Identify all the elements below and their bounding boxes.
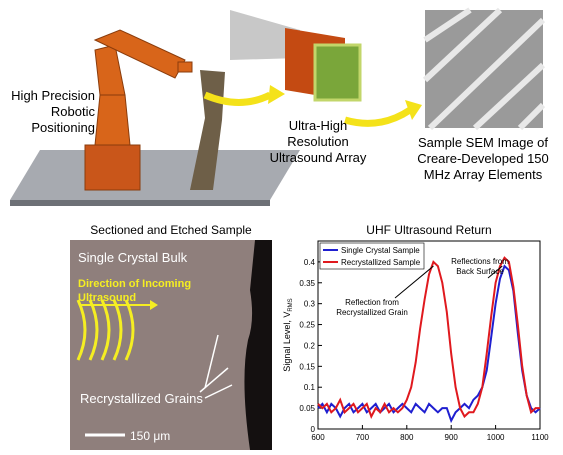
annotation-arrow bbox=[394, 265, 434, 299]
annotation: Reflections from bbox=[451, 257, 509, 266]
robot-label: Robotic bbox=[51, 104, 96, 119]
sem-stripes bbox=[422, 7, 546, 131]
grains-label: Recrystallized Grains bbox=[80, 391, 203, 406]
arrow-head bbox=[268, 85, 285, 104]
scale-label: 150 μm bbox=[130, 429, 170, 443]
arrow-head bbox=[405, 100, 422, 120]
arrow bbox=[344, 107, 412, 127]
y-tick-label: 0.15 bbox=[299, 362, 315, 371]
micrograph bbox=[70, 240, 272, 450]
y-axis-label: Signal Level, VRMS bbox=[282, 298, 294, 371]
y-tick-label: 0.35 bbox=[299, 279, 315, 288]
y-tick-label: 0.1 bbox=[304, 383, 316, 392]
y-tick-label: 0.05 bbox=[299, 404, 315, 413]
arrow-head bbox=[150, 300, 158, 310]
legend-label: Recrystallized Sample bbox=[341, 258, 421, 267]
x-tick-label: 800 bbox=[400, 433, 414, 442]
y-tick-label: 0 bbox=[311, 425, 316, 434]
sem-label: Sample SEM Image of bbox=[418, 135, 548, 150]
annotation: Reflection from bbox=[345, 298, 399, 307]
grain-arrows bbox=[199, 334, 233, 399]
y-tick-label: 0.3 bbox=[304, 300, 316, 309]
annotation-arrow bbox=[487, 265, 503, 279]
array-face bbox=[313, 43, 362, 102]
array-label: Resolution bbox=[287, 134, 348, 149]
robot-label: High Precision bbox=[11, 88, 95, 103]
arrow bbox=[203, 91, 272, 106]
array-label: Ultra-High bbox=[289, 118, 348, 133]
array-label: Ultrasound Array bbox=[270, 150, 367, 165]
bulk-label: Single Crystal Bulk bbox=[78, 250, 188, 265]
annotation: Back Surface bbox=[456, 267, 504, 276]
series-line bbox=[317, 256, 540, 419]
dark-region bbox=[244, 240, 272, 450]
y-axis-label-sub: RMS bbox=[288, 298, 294, 311]
legend-label: Single Crystal Sample bbox=[341, 246, 420, 255]
robot-label: Positioning bbox=[31, 120, 95, 135]
y-tick-label: 0.4 bbox=[304, 258, 316, 267]
direction-label: Direction of Incoming bbox=[78, 278, 191, 290]
y-tick-label: 0.25 bbox=[299, 321, 315, 330]
x-tick-label: 1000 bbox=[487, 433, 505, 442]
table-edge bbox=[10, 200, 270, 206]
x-tick-label: 700 bbox=[356, 433, 370, 442]
sem-label: MHz Array Elements bbox=[424, 167, 543, 182]
direction-label: Ultrasound bbox=[78, 292, 136, 304]
y-tick-label: 0.2 bbox=[304, 341, 316, 350]
micrograph-title: Sectioned and Etched Sample bbox=[90, 223, 252, 237]
y-axis-label-main: Signal Level, V bbox=[282, 312, 292, 372]
legend bbox=[319, 242, 425, 270]
robot bbox=[84, 29, 193, 191]
series-line bbox=[317, 264, 541, 424]
annotation: Recrystallized Grain bbox=[336, 308, 408, 317]
x-tick-label: 1100 bbox=[531, 433, 549, 442]
optical-table bbox=[10, 150, 300, 200]
cone bbox=[230, 10, 300, 60]
sem-label: Creare-Developed 150 bbox=[417, 151, 549, 166]
x-tick-label: 600 bbox=[311, 433, 325, 442]
chart-title: UHF Ultrasound Return bbox=[366, 223, 491, 237]
x-tick-label: 900 bbox=[445, 433, 459, 442]
